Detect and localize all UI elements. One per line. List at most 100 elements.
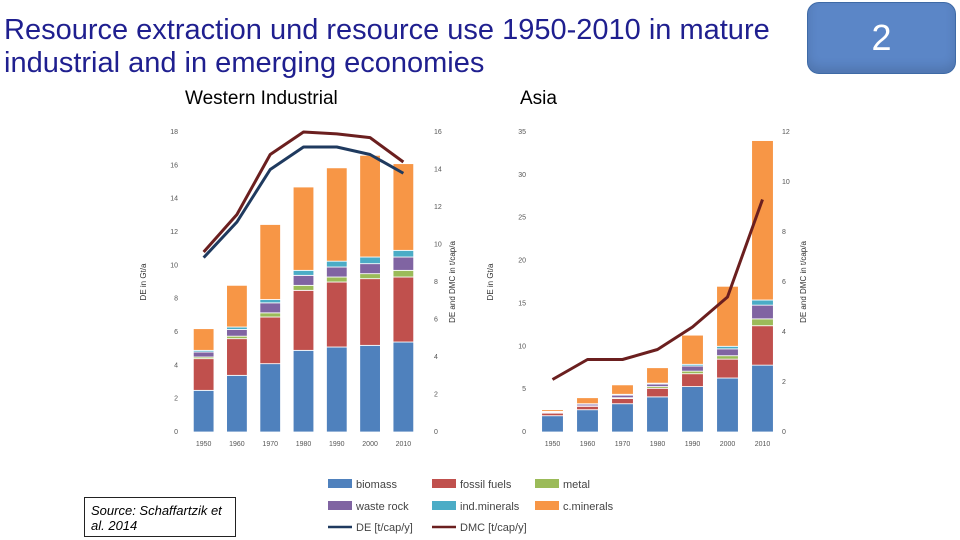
y2-tick-label: 10: [434, 242, 442, 249]
bar-segment: [576, 397, 599, 405]
bar-segment: [646, 367, 669, 384]
bar-segment: [716, 358, 739, 379]
chart-title-asia: Asia: [520, 88, 557, 109]
bar-segment: [359, 278, 381, 346]
bar-segment: [192, 328, 215, 351]
y-tick-label: 6: [174, 329, 178, 336]
bar-segment: [751, 318, 774, 327]
bar-segment: [576, 405, 599, 411]
bar-segment: [359, 256, 381, 265]
bar-segment: [259, 312, 281, 318]
bar-segment: [751, 140, 774, 301]
legend-label: biomass: [356, 479, 397, 491]
bar-segment: [326, 266, 348, 278]
bar-segment: [392, 276, 415, 343]
bar-segment: [259, 316, 281, 365]
bar-segment: [226, 374, 248, 433]
series-line: [202, 145, 405, 259]
bar-segment: [392, 163, 415, 251]
bar-segment: [392, 269, 415, 278]
x-tick-label: 1980: [296, 441, 312, 448]
x-tick-label: 1950: [196, 441, 212, 448]
bar-segment: [716, 377, 739, 433]
y2-tick-label: 10: [782, 179, 790, 186]
bar-segment: [226, 338, 248, 376]
y2-axis-label: DE and DMC in t/cap/a: [448, 241, 457, 323]
y-tick-label: 15: [518, 300, 526, 307]
bar-segment: [326, 281, 348, 348]
bar-segment: [646, 396, 669, 433]
bar-segment: [259, 302, 281, 314]
x-tick-label: 2010: [396, 441, 412, 448]
x-tick-label: 1970: [262, 441, 278, 448]
bar-segment: [541, 415, 564, 433]
bar-segment: [751, 325, 774, 366]
y2-axis-label: DE and DMC in t/cap/a: [799, 241, 808, 323]
bar-segment: [576, 409, 599, 433]
x-tick-label: 1980: [650, 441, 666, 448]
y-tick-label: 16: [170, 162, 178, 169]
legend-label: metal: [563, 479, 590, 491]
bar-segment: [292, 289, 315, 351]
y-tick-label: 25: [518, 215, 526, 222]
bar-segment: [192, 358, 215, 391]
y2-tick-label: 2: [434, 392, 438, 399]
bar-segment: [259, 299, 281, 304]
bar-segment: [326, 346, 348, 433]
bar-segment: [192, 389, 215, 433]
bar-segment: [292, 274, 315, 286]
y-tick-label: 35: [518, 129, 526, 136]
x-tick-label: 2000: [720, 441, 736, 448]
legend-swatch: [535, 501, 559, 510]
bar-segment: [681, 386, 704, 433]
bar-segment: [681, 373, 704, 387]
legend-label: c.minerals: [563, 501, 614, 513]
slide-number-badge: 2: [807, 2, 956, 74]
y-tick-label: 0: [522, 429, 526, 436]
y-tick-label: 0: [174, 429, 178, 436]
y2-tick-label: 6: [782, 279, 786, 286]
y2-tick-label: 4: [434, 354, 438, 361]
bar-segment: [226, 284, 248, 328]
bar-segment: [292, 349, 315, 433]
y-tick-label: 18: [170, 129, 178, 136]
bar-segment: [259, 363, 281, 433]
bar-segment: [751, 304, 774, 320]
legend-swatch: [535, 479, 559, 488]
bar-segment: [392, 256, 415, 271]
bar-segment: [392, 249, 415, 258]
bar-segment: [681, 365, 704, 372]
chart-title-western: Western Industrial: [185, 88, 338, 109]
legend-label: DE [t/cap/y]: [356, 522, 413, 534]
bar-segment: [326, 276, 348, 283]
bar-segment: [326, 260, 348, 268]
chart-asia: 0 5 10 15 20 25 30 35 0 2 4 6 8 10 12 DE in Gt/a DE and …: [486, 129, 808, 448]
x-tick-label: 1990: [329, 441, 345, 448]
source-note: Source: Schaffartzik et al. 2014: [84, 497, 236, 537]
legend-swatch: [328, 479, 352, 488]
y-tick-label: 10: [170, 262, 178, 269]
y-tick-label: 14: [170, 196, 178, 203]
bar-segment: [226, 329, 248, 337]
legend-label: fossil fuels: [460, 479, 512, 491]
bar-segment: [681, 334, 704, 365]
y-tick-label: 5: [522, 386, 526, 393]
legend-swatch: [432, 479, 456, 488]
legend-label: waste rock: [355, 501, 409, 513]
y2-tick-label: 4: [782, 329, 786, 336]
y2-tick-label: 6: [434, 317, 438, 324]
series-line: [551, 198, 764, 381]
bar-segment: [359, 344, 381, 433]
y-tick-label: 4: [174, 362, 178, 369]
x-tick-label: 1960: [229, 441, 245, 448]
bar-segment: [541, 409, 564, 412]
bar-segment: [192, 351, 215, 358]
x-tick-label: 1960: [580, 441, 596, 448]
y2-tick-label: 2: [782, 379, 786, 386]
y-tick-label: 30: [518, 172, 526, 179]
y-tick-label: 20: [518, 258, 526, 265]
bar-segment: [292, 186, 315, 271]
bar-segment: [359, 154, 381, 258]
bar-segment: [611, 403, 634, 433]
bar-segment: [611, 384, 634, 395]
